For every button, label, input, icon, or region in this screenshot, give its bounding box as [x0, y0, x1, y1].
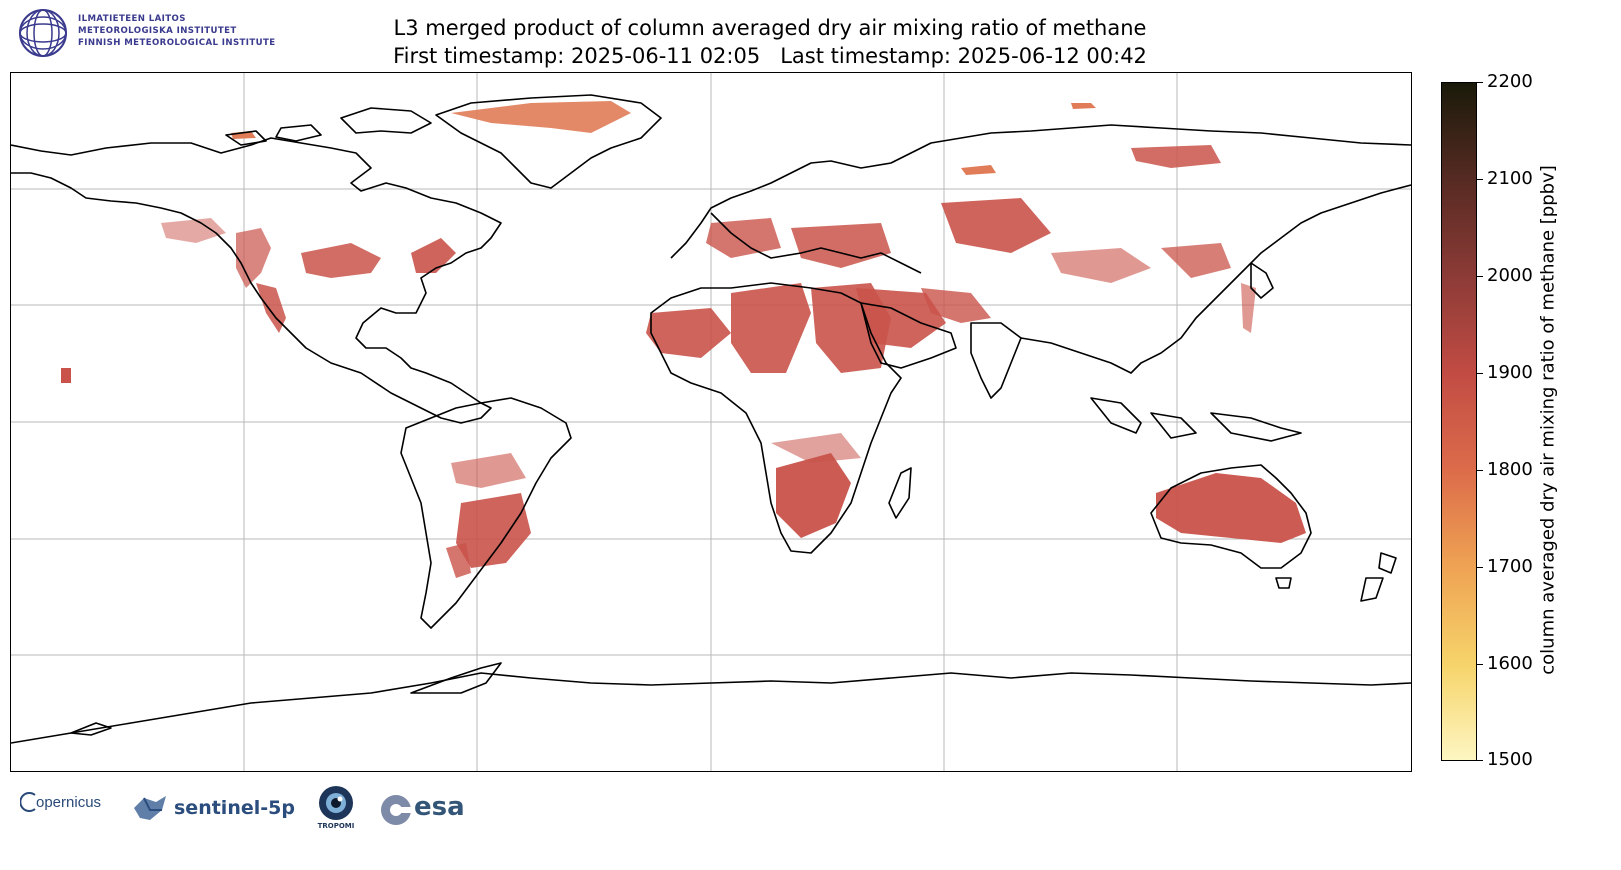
tropomi-logo: TROPOMI: [314, 784, 358, 832]
sentinel-logo-text: sentinel-5p: [174, 797, 295, 819]
methane-high-latitude-patches: [231, 101, 1096, 175]
map-title: L3 merged product of column averaged dry…: [290, 14, 1250, 70]
partner-logos: opernicus sentinel-5p TROPOMI esa: [18, 784, 488, 834]
fmi-org-line-en: FINNISH METEOROLOGICAL INSTITUTE: [78, 38, 276, 48]
colorbar-ticks: 2200 2100 2000 1900 1800 1700 1600 1500: [1477, 71, 1537, 770]
fmi-org-name: ILMATIETEEN LAITOS METEOROLOGISKA INSTIT…: [78, 13, 276, 49]
coastlines: [11, 94, 1411, 744]
colorbar-tick-label: 2200: [1487, 71, 1533, 92]
copernicus-logo: opernicus: [20, 792, 102, 812]
world-map: [10, 72, 1412, 772]
esa-logo-text: esa: [414, 792, 465, 822]
colorbar-tick-label: 1900: [1487, 362, 1533, 383]
map-gridlines: [11, 73, 1411, 771]
tropomi-logo-text: TROPOMI: [317, 822, 355, 830]
fmi-emblem-icon: [19, 9, 67, 57]
copernicus-logo-text: opernicus: [36, 794, 102, 811]
title-line-2: First timestamp: 2025-06-11 02:05 Last t…: [393, 44, 1147, 68]
colorbar-tick-label: 1700: [1487, 556, 1533, 577]
esa-logo: esa: [380, 790, 480, 830]
methane-data-patches: [61, 145, 1306, 578]
fmi-org-line-sv: METEOROLOGISKA INSTITUTET: [78, 26, 237, 36]
copernicus-c-icon: [20, 792, 36, 812]
colorbar-label: column averaged dry air mixing ratio of …: [1537, 165, 1559, 675]
tropomi-eye-icon: [319, 786, 353, 820]
colorbar-tick-label: 1600: [1487, 653, 1533, 674]
colorbar-tick-label: 1800: [1487, 459, 1533, 480]
fmi-logo: ILMATIETEEN LAITOS METEOROLOGISKA INSTIT…: [18, 8, 288, 60]
esa-emblem-icon: [381, 795, 411, 825]
sentinel-logo: sentinel-5p: [130, 788, 305, 828]
sentinel-satellite-icon: [134, 796, 166, 820]
colorbar-tick-label: 1500: [1487, 749, 1533, 770]
fmi-org-line-fi: ILMATIETEEN LAITOS: [78, 14, 186, 24]
map-canvas: [11, 73, 1411, 771]
colorbar-tick-label: 2000: [1487, 265, 1533, 286]
colorbar-tick-label: 2100: [1487, 168, 1533, 189]
colorbar: [1441, 82, 1477, 761]
title-line-1: L3 merged product of column averaged dry…: [393, 16, 1147, 40]
